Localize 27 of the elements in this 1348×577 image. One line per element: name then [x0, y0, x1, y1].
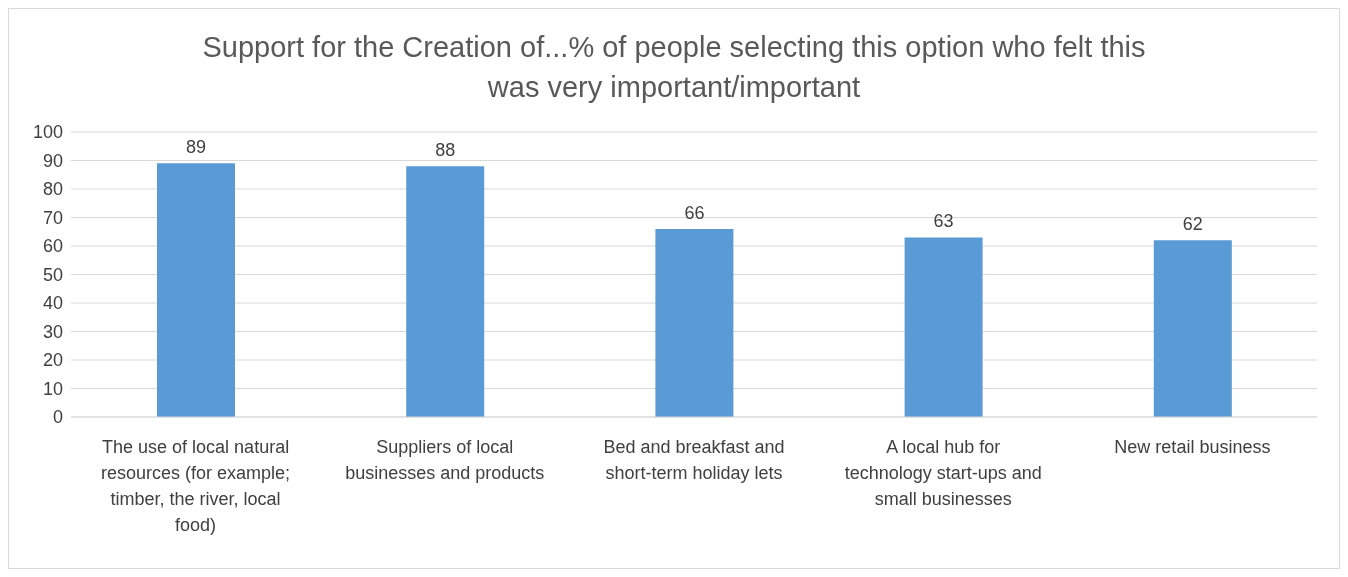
- bar: [406, 166, 485, 417]
- data-label: 66: [684, 202, 705, 223]
- bar: [157, 163, 235, 417]
- y-tick-label: 20: [42, 350, 63, 371]
- y-tick-label: 10: [42, 378, 63, 399]
- y-tick-label: 0: [52, 407, 63, 428]
- x-tick-label: Bed and breakfast and short-term holiday lets: [603, 437, 785, 483]
- bar: [904, 237, 983, 417]
- chart-title: Support for the Creation of...% of people selecting this option who felt this was very important/important: [201, 30, 1147, 105]
- y-tick-label: 90: [42, 150, 63, 171]
- y-tick-label: 30: [42, 321, 63, 342]
- y-tick-label: 70: [42, 207, 63, 228]
- x-tick-label: New retail business: [1114, 437, 1271, 457]
- y-tick-label: 40: [42, 293, 63, 314]
- x-tick-label: Suppliers of local businesses and products: [345, 437, 545, 483]
- bar: [655, 228, 734, 417]
- y-tick-label: 60: [42, 236, 63, 257]
- data-label: 63: [933, 211, 954, 232]
- bar: [1153, 240, 1232, 417]
- data-label: 89: [185, 137, 207, 158]
- y-tick-label: 50: [42, 264, 63, 285]
- y-tick-label: 100: [32, 122, 63, 143]
- data-label: 88: [435, 140, 456, 161]
- y-tick-label: 80: [42, 179, 63, 200]
- x-tick-label: The use of local natural resources (for example; timber, the river, local food): [101, 437, 291, 535]
- data-label: 62: [1182, 214, 1203, 235]
- x-tick-label: A local hub for technology start-ups and small businesses: [844, 437, 1042, 509]
